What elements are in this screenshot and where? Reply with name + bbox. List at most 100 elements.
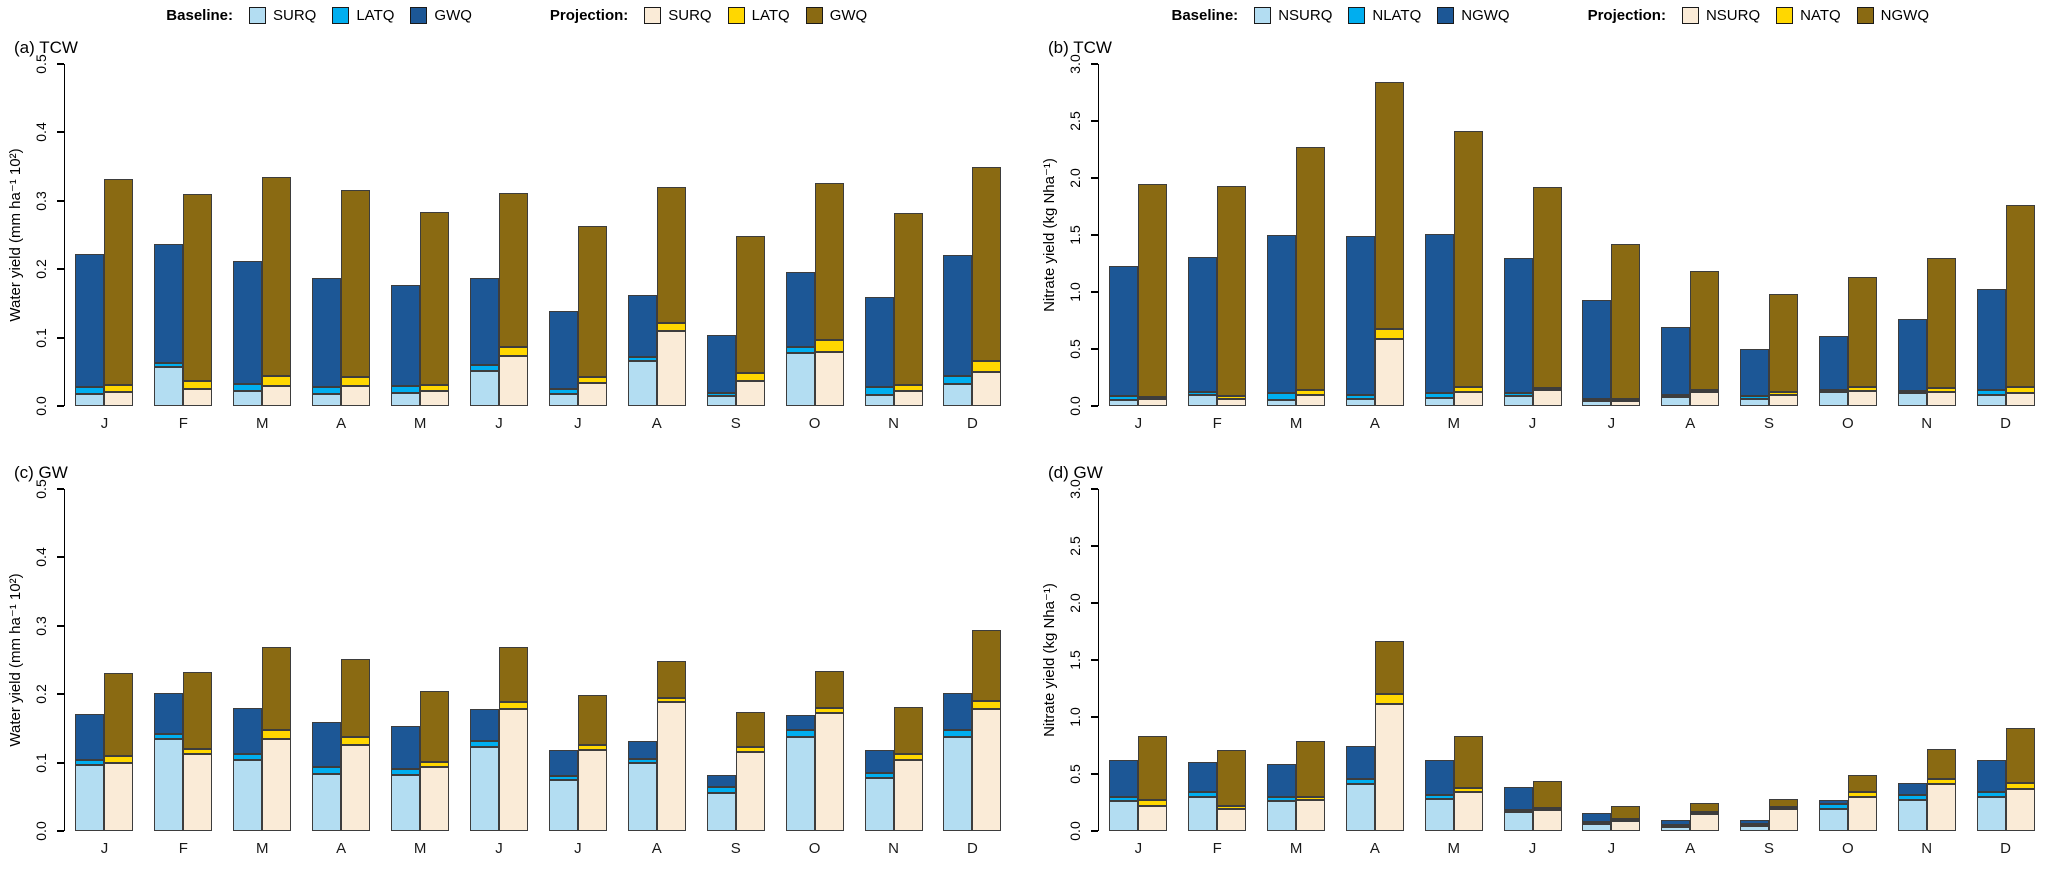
projection-gwq-segment (183, 671, 213, 749)
x-tick-label: J (495, 840, 503, 857)
baseline-ngwq-segment (1976, 288, 2006, 391)
legend-projection-item-nsurq: NSURQ (1681, 6, 1761, 24)
projection-bar (1690, 270, 1720, 406)
month-group: M (1424, 489, 1483, 857)
baseline-bar (312, 721, 342, 831)
baseline-bar (943, 692, 973, 831)
baseline-bar (312, 278, 342, 406)
projection-latq-segment (893, 384, 923, 391)
x-tick-label: N (1921, 415, 1933, 432)
legend-projection-item-latq: LATQ (727, 6, 790, 24)
x-tick-label: J (1134, 840, 1143, 857)
baseline-gwq-segment (706, 774, 736, 787)
projection-bar (1217, 750, 1247, 831)
baseline-latq-segment (391, 768, 421, 775)
month-group: A (627, 489, 686, 857)
month-group: O (1818, 489, 1877, 857)
baseline-gwq-segment (627, 295, 657, 358)
legend-swatch-ngwq (1437, 6, 1455, 24)
baseline-nsurq-segment (1897, 800, 1927, 831)
legend-projection-item-label: NATQ (1800, 6, 1841, 24)
y-tick-label: 0.1 (33, 327, 49, 348)
y-tick (57, 761, 64, 764)
projection-bar (1532, 781, 1562, 831)
baseline-bar (1109, 760, 1139, 831)
baseline-nlatq-segment (1424, 794, 1454, 800)
baseline-nsurq-segment (1267, 801, 1297, 831)
projection-natq-segment (1847, 792, 1877, 797)
baseline-bar (1267, 235, 1297, 406)
projection-latq-segment (262, 375, 292, 387)
x-tick-label: O (808, 840, 821, 857)
baseline-bar (1582, 813, 1612, 831)
y-tick (57, 131, 64, 134)
projection-bar (498, 647, 528, 831)
month-group: A (312, 64, 371, 432)
baseline-ngwq-segment (1582, 300, 1612, 400)
baseline-bar (391, 284, 421, 406)
legend-swatch-latq (727, 6, 745, 24)
legend-projection-item-label: NSURQ (1705, 6, 1761, 24)
y-tick-label: 2.0 (1067, 168, 1083, 188)
projection-natq-segment (1926, 778, 1956, 785)
y-tick-label: 1.0 (1067, 707, 1083, 727)
month-group: A (1345, 489, 1404, 857)
y-tick (1091, 659, 1098, 661)
y-tick-label: 3.0 (1067, 479, 1083, 499)
projection-gwq-segment (814, 670, 844, 708)
baseline-bar (391, 726, 421, 831)
legend-swatch-surq (249, 6, 266, 24)
baseline-nsurq-segment (1188, 796, 1218, 831)
projection-latq-segment (577, 377, 607, 383)
projection-nsurq-segment (1296, 800, 1326, 831)
panel-body: Nitrate yield (kg Nha⁻¹) 0.0 0.5 1.0 1.5 2.0… (1034, 479, 2067, 857)
projection-bar (735, 712, 765, 831)
projection-nsurq-segment (2005, 788, 2035, 831)
baseline-surq-segment (864, 395, 894, 406)
projection-gwq-segment (262, 647, 292, 730)
baseline-latq-segment (706, 393, 736, 396)
x-tick-label: S (1764, 840, 1775, 857)
month-group: J (548, 64, 607, 432)
month-group: J (1109, 64, 1168, 432)
panel-body: Water yield (mm ha⁻¹ 10²) 0.0 0.1 0.2 0.3 0.… (0, 479, 1034, 857)
baseline-bar (1503, 257, 1533, 406)
legend-right: Baseline: NSURQ NLATQ NGWQ Projection: NSURQ N… (1034, 6, 2067, 24)
projection-gwq-segment (104, 178, 134, 385)
y-axis-label-wrap: Nitrate yield (kg Nha⁻¹) (1034, 64, 1064, 406)
baseline-bar (1582, 300, 1612, 406)
projection-latq-segment (656, 697, 686, 703)
x-tick-label: O (808, 415, 821, 432)
projection-bar (577, 226, 607, 406)
y-tick (1091, 716, 1098, 719)
baseline-gwq-segment (233, 261, 263, 385)
baseline-bar (1503, 786, 1533, 831)
baseline-gwq-segment (864, 296, 894, 387)
projection-latq-segment (893, 753, 923, 760)
projection-surq-segment (183, 754, 213, 831)
y-tick (57, 199, 64, 202)
y-axis-label-wrap: Water yield (mm ha⁻¹ 10²) (0, 64, 30, 406)
month-group: J (469, 64, 528, 432)
x-tick-label: O (1842, 415, 1854, 432)
projection-gwq-segment (577, 694, 607, 745)
baseline-bar (1345, 745, 1375, 831)
legend-swatch-ngwq (1856, 6, 1874, 24)
panel-title: (c) GW (14, 463, 68, 482)
baseline-latq-segment (75, 386, 105, 394)
y-tick-label: 0.4 (33, 122, 49, 143)
y-tick-label: 3.0 (1067, 54, 1083, 74)
baseline-nsurq-segment (1897, 393, 1927, 406)
projection-ngwq-segment (1926, 748, 1956, 779)
panel-body: Water yield (mm ha⁻¹ 10²) 0.0 0.1 0.2 0.3 0.… (0, 54, 1034, 432)
y-tick (1091, 488, 1098, 490)
legend-baseline-item-label: GWQ (434, 6, 472, 24)
projection-bar (420, 211, 450, 406)
projection-latq-segment (104, 756, 134, 763)
y-tick-label: 0.0 (33, 821, 49, 841)
projection-nsurq-segment (1926, 392, 1956, 406)
baseline-gwq-segment (312, 278, 342, 387)
baseline-latq-segment (864, 386, 894, 396)
month-group: N (864, 489, 923, 857)
